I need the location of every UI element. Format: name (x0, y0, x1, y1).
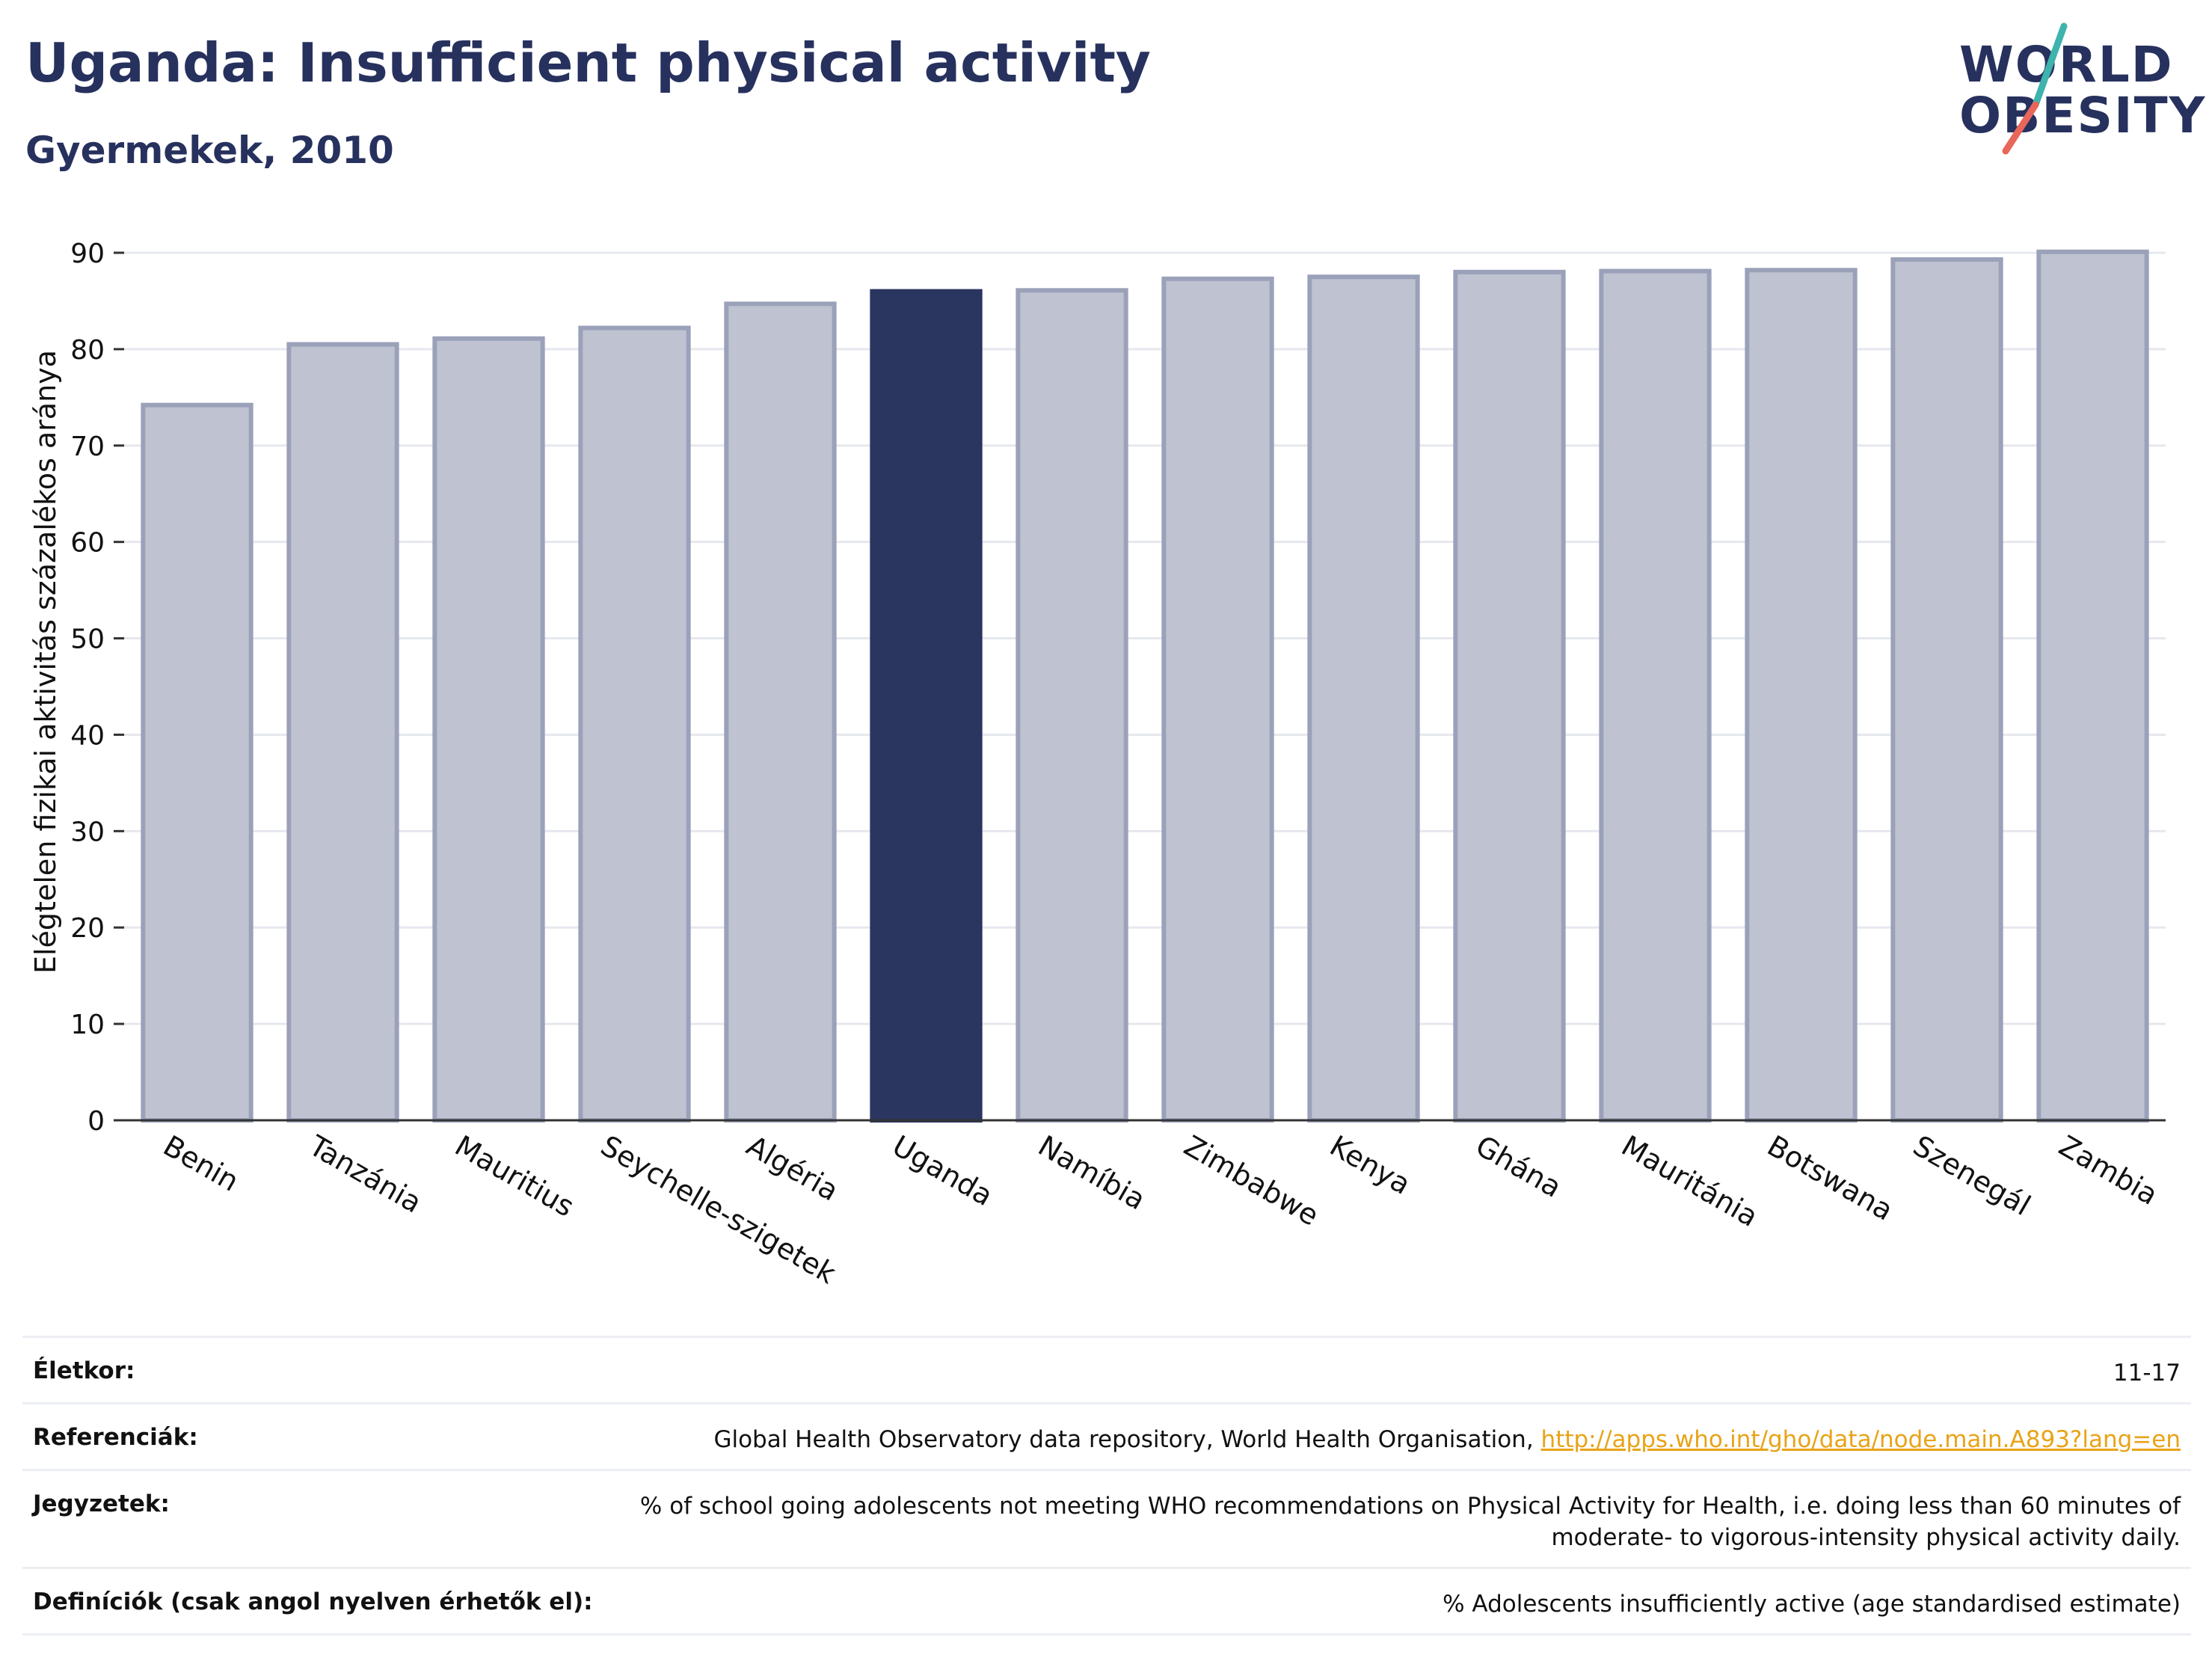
footer-info-table: Életkor: 11-17 Referenciák: Global Healt… (22, 1336, 2191, 1636)
bar-nam-bia[interactable] (1016, 288, 1128, 1123)
x-tick-label: Seychelle-szigetek (595, 1129, 841, 1290)
bar-benin[interactable] (141, 402, 254, 1123)
footer-row-age: Életkor: 11-17 (22, 1336, 2191, 1402)
y-tick-label: 50 (70, 624, 105, 655)
bar-botswana[interactable] (1745, 268, 1858, 1123)
x-tick-label: Szenegál (1908, 1129, 2036, 1223)
y-tick-label: 70 (70, 432, 105, 462)
x-tick-label: Zimbabwe (1179, 1129, 1324, 1232)
footer-value-notes: % of school going adolescents not meetin… (639, 1493, 2181, 1551)
footer-value-definitions: % Adolescents insufficiently active (age… (1443, 1591, 2181, 1618)
footer-label-references: Referenciák: (33, 1424, 198, 1451)
x-tick-label: Namíbia (1033, 1129, 1151, 1217)
x-tick-label: Algéria (741, 1129, 844, 1208)
bar-alg-ria[interactable] (724, 301, 837, 1123)
y-tick-label: 10 (70, 1010, 105, 1040)
bar-kenya[interactable] (1307, 274, 1420, 1123)
footer-label-age: Életkor: (33, 1357, 135, 1384)
bar-mauritius[interactable] (432, 336, 545, 1123)
reference-link[interactable]: http://apps.who.int/gho/data/node.main.A… (1540, 1426, 2181, 1453)
y-tick-label: 40 (70, 720, 105, 751)
world-obesity-logo[interactable]: WORLD OBESITY (1944, 22, 2205, 157)
x-tick-label: Kenya (1324, 1129, 1416, 1201)
x-tick-label: Uganda (887, 1129, 998, 1212)
y-tick-label: 80 (70, 335, 105, 366)
x-tick-label: Mauritánia (1616, 1129, 1763, 1233)
reference-text: Global Health Observatory data repositor… (713, 1426, 1541, 1453)
bar-zimbabwe[interactable] (1161, 276, 1274, 1123)
footer-label-definitions: Definíciók (csak angol nyelven érhetők e… (33, 1588, 593, 1615)
bar-tanz-nia[interactable] (286, 342, 399, 1123)
grid-lines (124, 251, 2166, 1025)
y-tick-label: 90 (70, 239, 105, 269)
bar-gh-na[interactable] (1453, 269, 1566, 1123)
x-tick-label: Tanzánia (303, 1129, 427, 1219)
page-subtitle: Gyermekek, 2010 (25, 129, 394, 172)
footer-row-definitions: Definíciók (csak angol nyelven érhetők e… (22, 1567, 2191, 1636)
bar-chart: 0 10 20 30 40 50 60 70 80 90 Benin Tanzánia Mauritiu… (29, 239, 2166, 1290)
y-tick-label: 30 (70, 817, 105, 847)
footer-value-references: Global Health Observatory data repositor… (713, 1424, 2181, 1455)
footer-value-age: 11-17 (2113, 1360, 2181, 1387)
bars (141, 249, 2149, 1123)
footer-row-notes: Jegyzetek: % of school going adolescents… (22, 1469, 2191, 1567)
bar-uganda[interactable] (870, 289, 983, 1123)
y-axis-label: Elégtelen fizikai aktivitás százalékos a… (29, 350, 62, 974)
y-tick-label: 0 (87, 1106, 105, 1137)
x-tick-label: Botswana (1762, 1129, 1899, 1227)
x-tick-label: Ghána (1470, 1129, 1567, 1204)
footer-row-references: Referenciák: Global Health Observatory d… (22, 1402, 2191, 1469)
bar-seychelle-szigetek[interactable] (578, 325, 691, 1123)
bar-maurit-nia[interactable] (1599, 268, 1712, 1123)
bar-szeneg-l[interactable] (1890, 257, 2003, 1123)
bar-zambia[interactable] (2036, 249, 2149, 1123)
x-tick-label: Mauritius (449, 1129, 580, 1223)
x-tick-label: Zambia (2053, 1129, 2163, 1212)
logo-line-2: OBESITY (1959, 87, 2207, 144)
x-tick-label: Benin (158, 1129, 245, 1198)
logo-line-1: WORLD (1959, 36, 2174, 93)
y-tick-label: 20 (70, 913, 105, 944)
logo-slash-icon (2002, 22, 2068, 155)
footer-label-notes: Jegyzetek: (33, 1490, 170, 1517)
y-tick-label: 60 (70, 528, 105, 559)
page-title: Uganda: Insufficient physical activity (25, 31, 1151, 94)
